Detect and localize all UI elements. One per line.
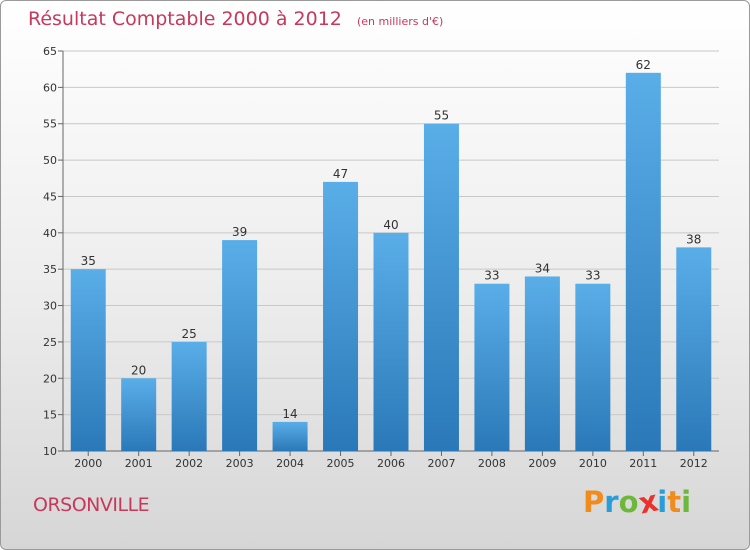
bar-2006: [373, 232, 409, 451]
value-label-2002: 25: [182, 327, 197, 341]
town-name: ORSONVILLE: [33, 494, 150, 516]
logo-letter: i: [681, 485, 692, 519]
x-tick-label-2007: 2007: [427, 457, 455, 470]
bar-2004: [272, 421, 308, 451]
logo-letter: t: [667, 485, 682, 519]
value-label-2012: 38: [686, 232, 701, 246]
value-label-2009: 34: [535, 261, 550, 275]
bar-2001: [121, 378, 157, 451]
x-tick-label-2012: 2012: [680, 457, 708, 470]
x-tick-label-2011: 2011: [629, 457, 657, 470]
bar-2003: [222, 240, 258, 451]
bars: [70, 72, 712, 452]
y-tick-label: 40: [43, 227, 57, 240]
y-tick-label: 20: [43, 372, 57, 385]
y-tick-label: 50: [43, 154, 57, 167]
x-tick-label-2006: 2006: [377, 457, 405, 470]
logo-letter: r: [604, 485, 619, 519]
value-label-2000: 35: [81, 254, 96, 268]
bar-2009: [524, 276, 560, 451]
y-tick-label: 55: [43, 118, 57, 131]
bar-2010: [575, 283, 611, 451]
y-tick-label: 35: [43, 263, 57, 276]
x-tick-label-2002: 2002: [175, 457, 203, 470]
y-tick-label: 60: [43, 81, 57, 94]
x-tick-label-2010: 2010: [579, 457, 607, 470]
value-label-2005: 47: [333, 167, 348, 181]
value-label-2008: 33: [484, 269, 499, 283]
bar-2005: [323, 181, 359, 451]
y-tick-label: 45: [43, 190, 57, 203]
value-label-2007: 55: [434, 109, 449, 123]
value-label-2010: 33: [585, 269, 600, 283]
bar-2007: [423, 123, 459, 452]
value-label-2006: 40: [383, 218, 398, 232]
value-label-2001: 20: [131, 363, 146, 377]
chart-subtitle: (en milliers d'€): [356, 15, 444, 28]
x-tick-label-2003: 2003: [226, 457, 254, 470]
logo-letter: i: [657, 485, 668, 519]
labels: 10 15 20 25 30 35 40 45 50 55 60 65 35 2000 20 2001 25 20…: [43, 45, 708, 470]
bar-2011: [625, 72, 661, 452]
x-tick-label-2004: 2004: [276, 457, 304, 470]
y-tick-label: 10: [43, 445, 57, 458]
value-label-2004: 14: [282, 407, 297, 421]
x-tick-label-2000: 2000: [74, 457, 102, 470]
value-label-2011: 62: [636, 58, 651, 72]
y-tick-label: 25: [43, 336, 57, 349]
logo-letter: P: [583, 485, 605, 519]
bar-2008: [474, 283, 510, 451]
proxiti-logo[interactable]: Proxiti: [583, 483, 692, 520]
bar-2002: [171, 341, 207, 451]
chart-title: Résultat Comptable 2000 à 2012: [28, 8, 342, 30]
logo-letter: o: [618, 485, 639, 519]
bar-2012: [676, 247, 712, 451]
x-tick-label-2005: 2005: [327, 457, 355, 470]
x-tick-label-2001: 2001: [125, 457, 153, 470]
title-row: Résultat Comptable 2000 à 2012 (en milli…: [28, 8, 443, 30]
y-tick-label: 30: [43, 300, 57, 313]
x-tick-label-2008: 2008: [478, 457, 506, 470]
y-tick-label: 65: [43, 45, 57, 58]
value-label-2003: 39: [232, 225, 247, 239]
bar-2000: [70, 269, 106, 451]
y-tick-label: 15: [43, 409, 57, 422]
x-tick-label-2009: 2009: [528, 457, 556, 470]
